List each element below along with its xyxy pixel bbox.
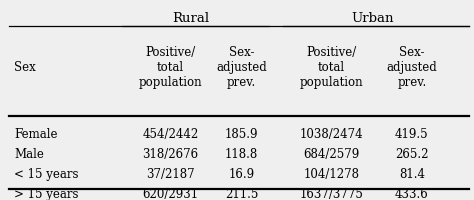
Text: 104/1278: 104/1278: [303, 167, 359, 180]
Text: Sex-
adjusted
prev.: Sex- adjusted prev.: [386, 45, 437, 88]
Text: 433.6: 433.6: [395, 187, 428, 200]
Text: 265.2: 265.2: [395, 147, 428, 160]
Text: 211.5: 211.5: [225, 187, 258, 200]
Text: 37/2187: 37/2187: [146, 167, 195, 180]
Text: Positive/
total
population: Positive/ total population: [300, 45, 363, 88]
Text: 684/2579: 684/2579: [303, 147, 359, 160]
Text: 1637/3775: 1637/3775: [300, 187, 363, 200]
Text: 118.8: 118.8: [225, 147, 258, 160]
Text: Urban: Urban: [351, 12, 394, 25]
Text: 620/2931: 620/2931: [142, 187, 199, 200]
Text: Rural: Rural: [173, 12, 210, 25]
Text: < 15 years: < 15 years: [14, 167, 79, 180]
Text: 81.4: 81.4: [399, 167, 425, 180]
Text: Sex: Sex: [14, 60, 36, 73]
Text: 16.9: 16.9: [228, 167, 255, 180]
Text: Female: Female: [14, 128, 57, 141]
Text: Male: Male: [14, 147, 44, 160]
Text: 318/2676: 318/2676: [142, 147, 199, 160]
Text: 454/2442: 454/2442: [142, 128, 199, 141]
Text: 185.9: 185.9: [225, 128, 258, 141]
Text: Positive/
total
population: Positive/ total population: [138, 45, 202, 88]
Text: Sex-
adjusted
prev.: Sex- adjusted prev.: [216, 45, 267, 88]
Text: > 15 years: > 15 years: [14, 187, 79, 200]
Text: 1038/2474: 1038/2474: [300, 128, 363, 141]
Text: 419.5: 419.5: [395, 128, 428, 141]
